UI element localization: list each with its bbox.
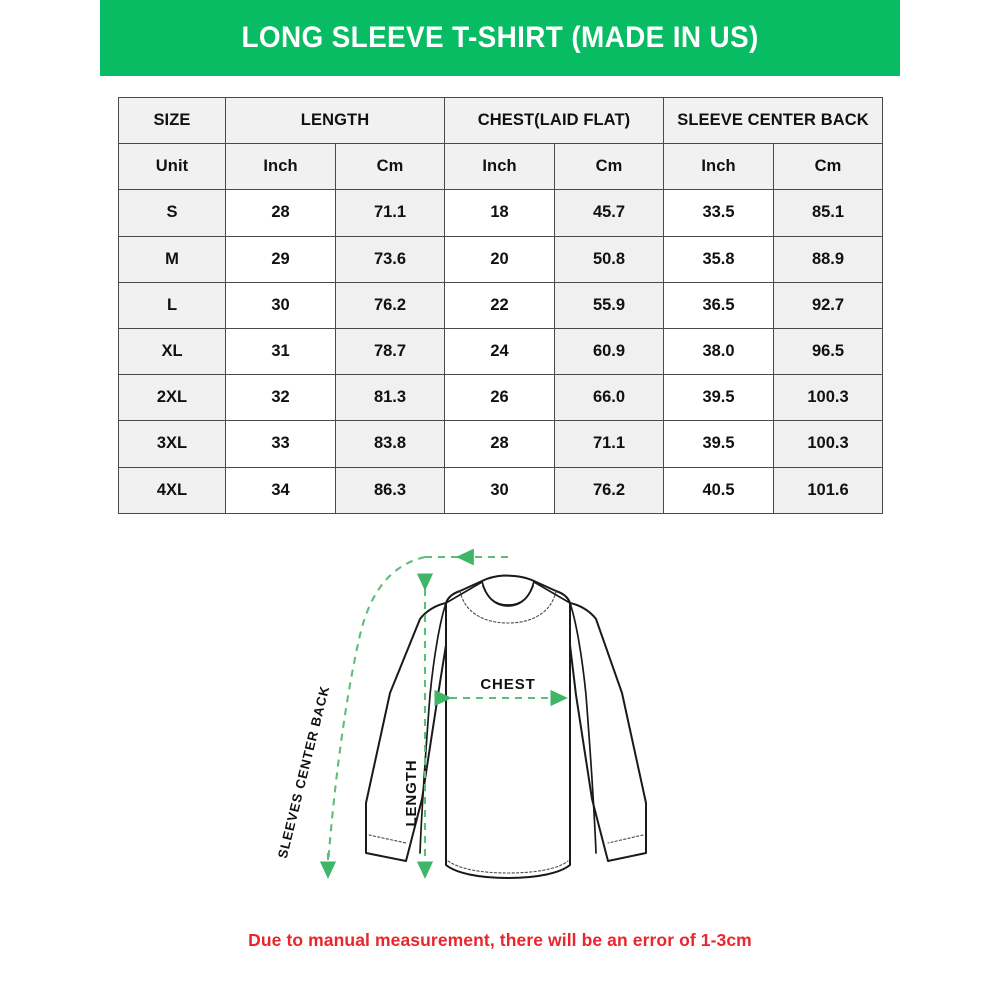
table-group-header-row: SIZE LENGTH CHEST(LAID FLAT) SLEEVE CENT… [118, 96, 884, 145]
row-length-cm: 83.8 [335, 420, 445, 468]
row-chest-cm: 45.7 [554, 189, 664, 237]
row-chest-cm: 60.9 [554, 327, 664, 376]
row-length-inch: 32 [225, 374, 336, 422]
row-length-inch: 33 [225, 420, 336, 468]
length-measurement: LENGTH [403, 573, 434, 879]
row-length-inch: 31 [225, 327, 336, 376]
shirt-body-outline [445, 574, 571, 879]
table-row: 3XL 33 83.8 28 71.1 39.5 100.3 [118, 420, 884, 468]
table-row: L 30 76.2 22 55.9 36.5 92.7 [118, 281, 884, 329]
row-sleeve-inch: 39.5 [663, 374, 774, 422]
shirt-shoulder-seams [445, 581, 571, 604]
row-chest-inch: 26 [444, 374, 555, 422]
measurement-disclaimer: Due to manual measurement, there will be… [248, 930, 752, 950]
row-size-XL: XL [118, 327, 226, 376]
row-chest-cm: 66.0 [554, 374, 664, 422]
chest-measurement: CHEST [434, 676, 568, 707]
row-size-3XL: 3XL [118, 420, 226, 468]
row-length-cm: 76.2 [335, 281, 445, 329]
unit-header-sleeve-inch: Inch [663, 143, 774, 191]
row-length-cm: 81.3 [335, 374, 445, 422]
garment-measurement-diagram: CHEST LENGTH SLEEVES CENTER BACK [270, 535, 730, 925]
row-chest-inch: 22 [444, 281, 555, 329]
row-size-L: L [118, 281, 226, 329]
row-sleeve-cm: 100.3 [772, 420, 884, 468]
row-sleeve-cm: 92.7 [772, 281, 884, 329]
row-sleeve-inch: 35.8 [663, 235, 774, 283]
row-chest-cm: 71.1 [554, 420, 664, 468]
sleeves-center-back-label: SLEEVES CENTER BACK [275, 684, 333, 860]
column-header-sleeve: SLEEVE CENTER BACK [662, 96, 884, 145]
table-unit-header-row: Unit Inch Cm Inch Cm Inch Cm [118, 143, 884, 191]
row-sleeve-cm: 88.9 [772, 235, 884, 283]
unit-header-length-cm: Cm [335, 143, 445, 191]
row-sleeve-inch: 33.5 [663, 189, 774, 237]
row-sleeve-inch: 39.5 [663, 420, 774, 468]
row-chest-cm: 76.2 [554, 466, 664, 514]
header-banner: LONG SLEEVE T-SHIRT (MADE IN US) [100, 0, 900, 76]
row-sleeve-cm: 96.5 [772, 327, 884, 376]
row-length-inch: 34 [225, 466, 336, 514]
shirt-bottom-hem [447, 860, 569, 874]
row-sleeve-inch: 36.5 [663, 281, 774, 329]
row-size-S: S [118, 189, 226, 237]
column-header-length: LENGTH [225, 96, 445, 145]
page-title: LONG SLEEVE T-SHIRT (MADE IN US) [241, 21, 759, 54]
row-sleeve-cm: 101.6 [772, 466, 884, 514]
unit-header-length-inch: Inch [225, 143, 336, 191]
row-chest-inch: 20 [444, 235, 555, 283]
row-chest-inch: 18 [444, 189, 555, 237]
column-header-chest: CHEST(LAID FLAT) [444, 96, 664, 145]
row-chest-inch: 30 [444, 466, 555, 514]
table-row: S 28 71.1 18 45.7 33.5 85.1 [118, 189, 884, 237]
row-length-cm: 86.3 [335, 466, 445, 514]
row-size-M: M [118, 235, 226, 283]
row-sleeve-cm: 85.1 [772, 189, 884, 237]
row-size-2XL: 2XL [118, 374, 226, 422]
unit-header-sleeve-cm: Cm [772, 143, 884, 191]
size-chart-table-body: S 28 71.1 18 45.7 33.5 85.1 M 29 73.6 20 50.8 35.8 88… [118, 189, 884, 514]
row-sleeve-inch: 40.5 [663, 466, 774, 514]
size-chart-table: SIZE LENGTH CHEST(LAID FLAT) SLEEVE CENT… [118, 96, 884, 514]
table-row: XL 31 78.7 24 60.9 38.0 96.5 [118, 327, 884, 376]
row-length-cm: 78.7 [335, 327, 445, 376]
row-chest-inch: 24 [444, 327, 555, 376]
table-row: M 29 73.6 20 50.8 35.8 88.9 [118, 235, 884, 283]
row-chest-cm: 55.9 [554, 281, 664, 329]
table-row: 2XL 32 81.3 26 66.0 39.5 100.3 [118, 374, 884, 422]
unit-header-chest-cm: Cm [554, 143, 664, 191]
length-measurement-label: LENGTH [403, 759, 420, 826]
row-length-inch: 28 [225, 189, 336, 237]
shirt-collar [459, 580, 557, 624]
unit-header-size: Unit [118, 143, 226, 191]
column-header-size: SIZE [118, 96, 226, 145]
row-length-cm: 71.1 [335, 189, 445, 237]
row-sleeve-cm: 100.3 [772, 374, 884, 422]
shirt-right-sleeve [569, 602, 647, 862]
row-length-inch: 29 [225, 235, 336, 283]
row-chest-inch: 28 [444, 420, 555, 468]
row-size-4XL: 4XL [118, 466, 226, 514]
table-row: 4XL 34 86.3 30 76.2 40.5 101.6 [118, 466, 884, 514]
row-length-cm: 73.6 [335, 235, 445, 283]
row-length-inch: 30 [225, 281, 336, 329]
row-sleeve-inch: 38.0 [663, 327, 774, 376]
size-chart-table-container: SIZE LENGTH CHEST(LAID FLAT) SLEEVE CENT… [118, 96, 884, 514]
unit-header-chest-inch: Inch [444, 143, 555, 191]
chest-measurement-label: CHEST [480, 676, 535, 693]
row-chest-cm: 50.8 [554, 235, 664, 283]
